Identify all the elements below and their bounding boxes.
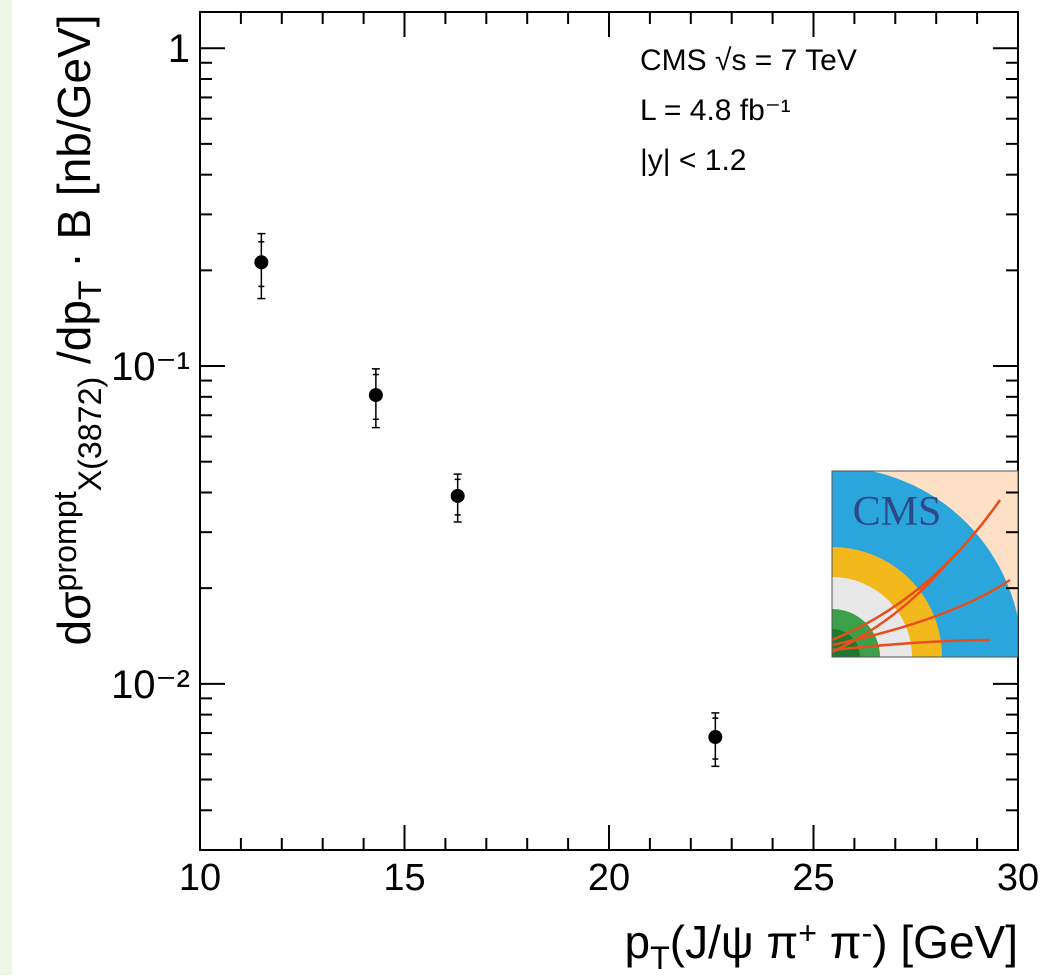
x-axis-label: pT(J/ψ π+ π-) [GeV] <box>625 915 1018 975</box>
y-axis-label-part: · B [nb/GeV] <box>48 15 100 281</box>
y-tick-label: 10⁻² <box>111 663 190 707</box>
y-tick-label: 10⁻¹ <box>111 345 190 389</box>
y-axis-label-part: dσ <box>48 592 100 646</box>
y-axis-label-part: /dp <box>48 300 100 377</box>
x-axis-label-part: (J/ψ π <box>670 916 798 968</box>
y-tick-label: 1 <box>168 27 190 71</box>
data-point <box>254 232 269 300</box>
x-tick-label: 20 <box>588 857 630 899</box>
y-axis-label-part: T <box>72 280 108 300</box>
data-point <box>368 368 383 429</box>
x-tick-label: 10 <box>179 857 221 899</box>
data-point <box>708 712 723 768</box>
y-axis-label: dσpromptX(3872) /dpT · B [nb/GeV] <box>47 15 109 646</box>
logo-text: CMS <box>853 489 942 535</box>
annotation: L = 4.8 fb⁻¹ <box>640 94 791 127</box>
y-axis-label-part: prompt <box>47 491 83 591</box>
marker <box>368 388 383 403</box>
plot-frame <box>199 11 1019 851</box>
data-point <box>450 473 465 523</box>
marker <box>450 488 465 503</box>
x-axis-label-part: π <box>817 916 862 968</box>
annotation: |y| < 1.2 <box>640 144 746 177</box>
side-strip <box>0 0 12 975</box>
y-axis-label-part: X(3872) <box>72 377 108 492</box>
x-axis-label-part: - <box>862 915 873 951</box>
cms-logo: CMS <box>831 470 1019 658</box>
annotation: CMS √s = 7 TeV <box>640 44 857 77</box>
x-axis-label-part: ) [GeV] <box>872 916 1018 968</box>
marker <box>254 255 269 270</box>
x-tick-label: 25 <box>792 857 834 899</box>
x-tick-label: 30 <box>997 857 1039 899</box>
marker <box>708 730 723 745</box>
x-axis-label-part: p <box>625 916 651 968</box>
x-axis-label-part: + <box>798 915 817 951</box>
x-tick-label: 15 <box>383 857 425 899</box>
x-axis-label-part: T <box>650 940 670 975</box>
